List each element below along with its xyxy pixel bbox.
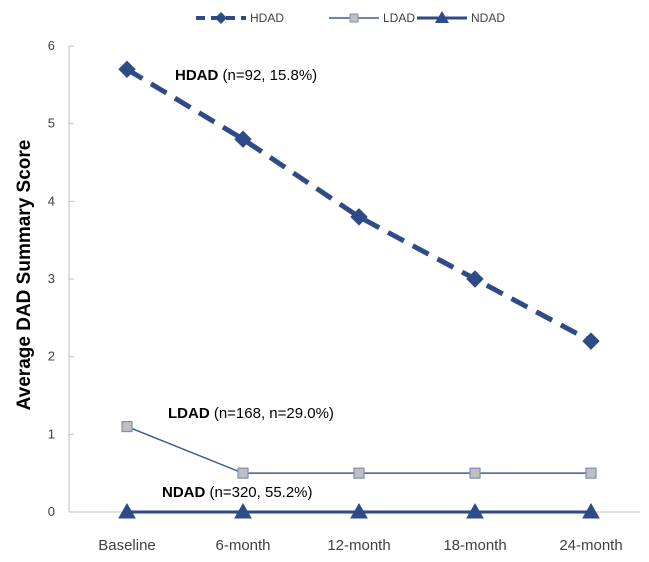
data-point-ndad bbox=[582, 502, 600, 519]
legend: HDAD LDAD NDAD bbox=[196, 11, 505, 25]
annotation-ndad: NDAD (n=320, 55.2%) bbox=[162, 484, 313, 501]
legend-label-ldad: LDAD bbox=[383, 11, 415, 25]
series-line-ldad bbox=[126, 425, 591, 474]
legend-marker-hdad bbox=[215, 12, 227, 24]
data-point-hdad bbox=[350, 208, 368, 226]
annotation-ldad: LDAD (n=168, n=29.0%) bbox=[168, 405, 334, 422]
annotation-detail: (n=92, 15.8%) bbox=[218, 67, 317, 84]
legend-marker-ndad bbox=[435, 11, 449, 23]
data-point-ldad bbox=[469, 467, 481, 479]
legend-item-hdad: HDAD bbox=[196, 11, 284, 25]
data-point-ldad bbox=[585, 467, 597, 479]
x-axis: Baseline 6-month 12-month 18-month 24-month bbox=[69, 511, 640, 554]
y-tick-label: 6 bbox=[48, 38, 55, 53]
annotation-name: HDAD bbox=[175, 67, 218, 84]
annotation-detail: (n=168, n=29.0%) bbox=[210, 405, 334, 422]
y-tick-label: 3 bbox=[48, 271, 55, 286]
x-tick-label: Baseline bbox=[98, 537, 156, 554]
data-point-hdad bbox=[118, 60, 136, 79]
data-point-hdad bbox=[466, 270, 484, 288]
data-point-ldad bbox=[121, 420, 133, 433]
data-point-ndad bbox=[466, 502, 484, 519]
x-tick-label: 12-month bbox=[327, 537, 390, 554]
x-tick-label: 18-month bbox=[443, 537, 506, 554]
y-axis: 0 1 2 3 4 5 6 bbox=[48, 38, 74, 519]
data-point-ndad bbox=[234, 502, 252, 519]
legend-item-ndad: NDAD bbox=[417, 11, 505, 25]
series-ndad bbox=[118, 502, 600, 519]
annotation-hdad: HDAD (n=92, 15.8%) bbox=[175, 67, 317, 84]
legend-label-hdad: HDAD bbox=[250, 11, 284, 25]
y-axis-label: Average DAD Summary Score bbox=[14, 140, 35, 411]
series-ldad bbox=[121, 420, 597, 479]
series-line-hdad bbox=[125, 67, 593, 344]
annotation-name: NDAD bbox=[162, 484, 205, 501]
data-point-hdad bbox=[582, 332, 600, 350]
data-point-ldad bbox=[353, 467, 365, 479]
x-tick-label: 24-month bbox=[559, 537, 622, 554]
series-hdad bbox=[118, 60, 600, 350]
annotation-detail: (n=320, 55.2%) bbox=[205, 484, 312, 501]
y-tick-label: 0 bbox=[48, 504, 55, 519]
y-tick-label: 4 bbox=[48, 193, 55, 208]
y-tick-label: 1 bbox=[48, 426, 55, 441]
data-point-ndad bbox=[350, 502, 368, 519]
y-tick-label: 2 bbox=[48, 349, 55, 364]
annotations: HDAD (n=92, 15.8%) LDAD (n=168, n=29.0%) N… bbox=[162, 67, 334, 501]
annotation-name: LDAD bbox=[168, 405, 210, 422]
series-group bbox=[118, 60, 600, 519]
data-point-ldad bbox=[237, 467, 249, 479]
x-tick-label: 6-month bbox=[215, 537, 270, 554]
legend-marker-ldad bbox=[349, 13, 359, 23]
data-point-ndad bbox=[118, 502, 136, 519]
data-point-hdad bbox=[234, 130, 252, 148]
legend-label-ndad: NDAD bbox=[471, 11, 505, 25]
legend-item-ldad: LDAD bbox=[329, 11, 415, 25]
y-tick-label: 5 bbox=[48, 116, 55, 131]
